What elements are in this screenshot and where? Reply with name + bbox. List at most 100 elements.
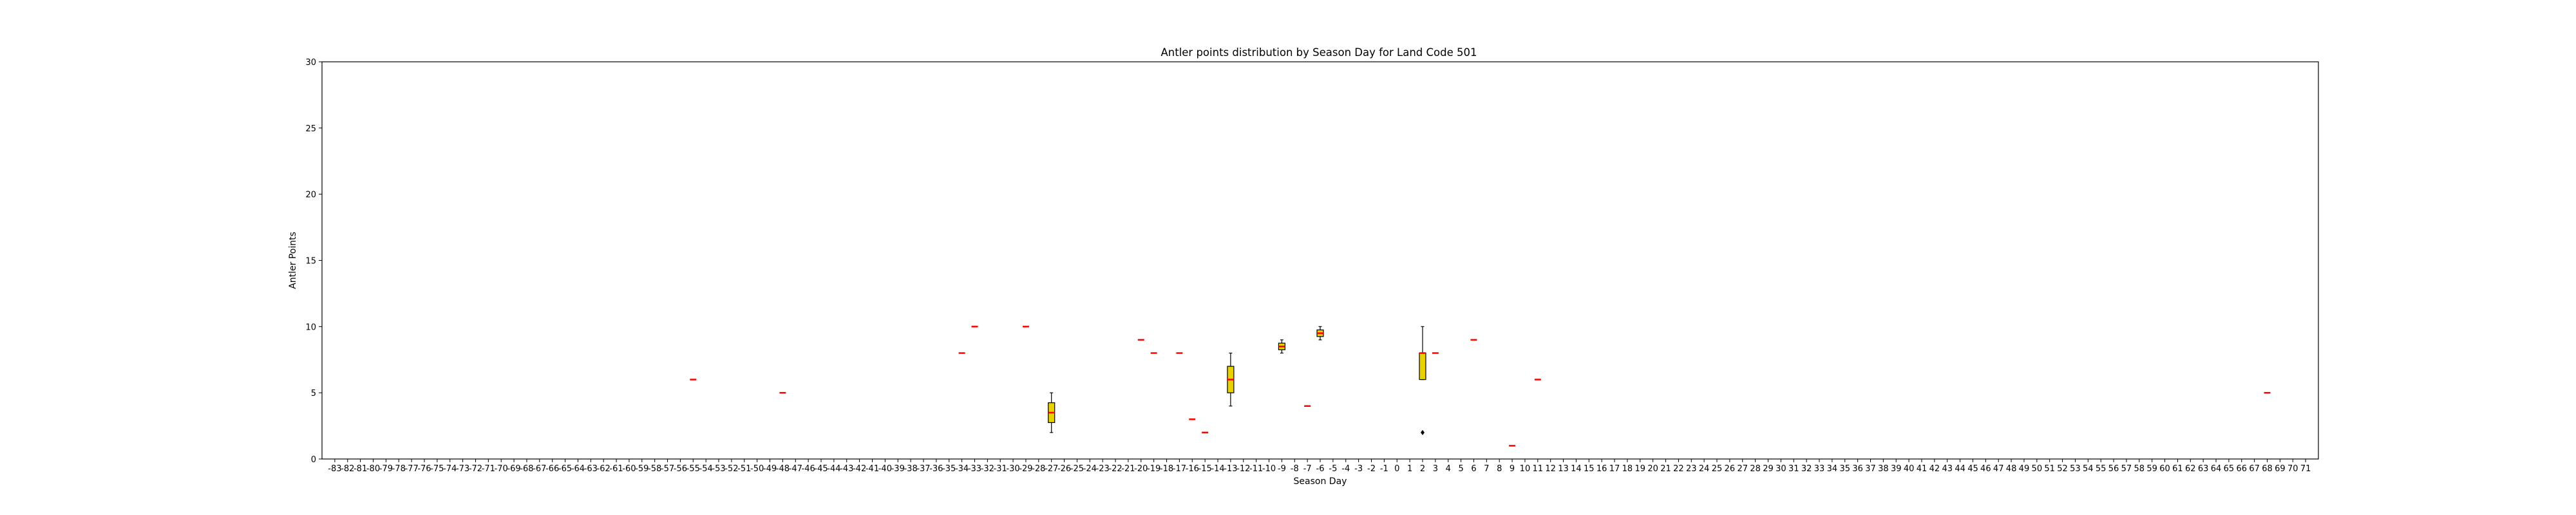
x-tick-label: -41 — [866, 464, 879, 474]
outlier-point — [1420, 429, 1425, 435]
x-tick-label: -47 — [789, 464, 802, 474]
x-tick-label: -23 — [1096, 464, 1110, 474]
chart-title: Antler points distribution by Season Day… — [1160, 46, 1477, 59]
x-tick-label: -3 — [1354, 464, 1363, 474]
x-tick-label: -72 — [469, 464, 482, 474]
x-tick-label: 38 — [1878, 464, 1889, 474]
x-tick-label: -39 — [891, 464, 905, 474]
x-tick-label: 63 — [2198, 464, 2209, 474]
y-tick-label: 10 — [305, 323, 316, 332]
x-tick-label: -66 — [545, 464, 559, 474]
x-tick-label: 46 — [1980, 464, 1991, 474]
x-tick-label: 58 — [2134, 464, 2145, 474]
x-tick-label: 50 — [2032, 464, 2043, 474]
y-axis: 0 5 10 15 20 25 30 — [305, 58, 322, 465]
x-tick-label: 65 — [2224, 464, 2235, 474]
x-tick-label: -70 — [495, 464, 508, 474]
x-tick-label: -51 — [737, 464, 751, 474]
x-tick-label: -35 — [942, 464, 956, 474]
x-tick-label: 69 — [2275, 464, 2286, 474]
x-tick-label: 39 — [1891, 464, 1902, 474]
x-tick-label: -1 — [1380, 464, 1388, 474]
x-tick-label: 25 — [1712, 464, 1723, 474]
x-tick-label: -82 — [341, 464, 354, 474]
x-tick-label: 61 — [2172, 464, 2183, 474]
x-tick-label: 27 — [1737, 464, 1748, 474]
x-tick-label: -28 — [1032, 464, 1045, 474]
x-tick-label: 45 — [1967, 464, 1978, 474]
box-day--13 — [1227, 352, 1235, 407]
x-tick-label: -16 — [1186, 464, 1199, 474]
x-tick-label: -75 — [430, 464, 444, 474]
x-tick-label: -63 — [584, 464, 598, 474]
x-tick-label: 9 — [1510, 464, 1515, 474]
x-tick-label: -11 — [1249, 464, 1263, 474]
x-tick-label: -83 — [328, 464, 341, 474]
x-tick-label: -36 — [929, 464, 943, 474]
x-tick-label: -79 — [379, 464, 393, 474]
x-tick-label: 55 — [2096, 464, 2107, 474]
x-tick-label: 49 — [2019, 464, 2030, 474]
x-tick-label: -76 — [417, 464, 431, 474]
x-tick-label: 57 — [2121, 464, 2132, 474]
x-tick-label: -59 — [635, 464, 649, 474]
x-tick-label: 68 — [2262, 464, 2273, 474]
x-tick-label: 52 — [2057, 464, 2068, 474]
x-tick-label: -80 — [366, 464, 380, 474]
x-tick-label: 41 — [1917, 464, 1927, 474]
x-tick-label: -67 — [533, 464, 546, 474]
x-tick-label: -38 — [904, 464, 917, 474]
x-tick-label: 62 — [2185, 464, 2196, 474]
x-tick-label: -9 — [1278, 464, 1286, 474]
x-tick-label: -73 — [456, 464, 469, 474]
x-tick-label: -15 — [1198, 464, 1212, 474]
x-tick-label: -31 — [994, 464, 1007, 474]
x-tick-label: 51 — [2044, 464, 2055, 474]
x-tick-label: -43 — [840, 464, 853, 474]
box-series — [690, 326, 2271, 447]
x-tick-label: -2 — [1367, 464, 1376, 474]
x-tick-label: 60 — [2159, 464, 2170, 474]
x-tick-label: -64 — [571, 464, 585, 474]
x-tick-label: -25 — [1070, 464, 1084, 474]
x-tick-label: -74 — [443, 464, 457, 474]
x-tick-label: -49 — [763, 464, 777, 474]
iqr-box — [1419, 352, 1426, 380]
x-axis-label: Season Day — [1294, 476, 1347, 487]
x-tick-label: -18 — [1160, 464, 1173, 474]
x-tick-label: 32 — [1801, 464, 1812, 474]
x-tick-label: 0 — [1394, 464, 1399, 474]
x-tick-label: 67 — [2249, 464, 2260, 474]
x-tick-label: 17 — [1609, 464, 1620, 474]
x-tick-label: 30 — [1776, 464, 1786, 474]
x-tick-label: 59 — [2146, 464, 2157, 474]
x-tick-label: 5 — [1458, 464, 1463, 474]
x-tick-label: 8 — [1497, 464, 1502, 474]
x-tick-label: -60 — [622, 464, 636, 474]
x-tick-label: 56 — [2108, 464, 2119, 474]
x-tick-label: 43 — [1942, 464, 1953, 474]
x-tick-label: 23 — [1686, 464, 1697, 474]
x-tick-label: 29 — [1763, 464, 1774, 474]
x-tick-label: 28 — [1750, 464, 1761, 474]
x-tick-label: -19 — [1147, 464, 1160, 474]
x-tick-label: 71 — [2300, 464, 2311, 474]
x-tick-label: 48 — [2006, 464, 2017, 474]
x-tick-label: -4 — [1341, 464, 1350, 474]
box-day--6 — [1316, 326, 1324, 341]
x-tick-label: -52 — [724, 464, 738, 474]
x-tick-label: -81 — [354, 464, 367, 474]
x-tick-label: -53 — [712, 464, 725, 474]
x-tick-label: -58 — [648, 464, 661, 474]
x-tick-label: -6 — [1316, 464, 1325, 474]
x-tick-label: 40 — [1904, 464, 1915, 474]
x-tick-label: 21 — [1660, 464, 1671, 474]
x-tick-label: 14 — [1571, 464, 1582, 474]
x-tick-label: -22 — [1108, 464, 1122, 474]
x-tick-label: 44 — [1955, 464, 1965, 474]
x-tick-label: -48 — [776, 464, 790, 474]
box-day-2 — [1419, 326, 1426, 435]
x-tick-label: 18 — [1622, 464, 1633, 474]
x-tick-label: -20 — [1134, 464, 1148, 474]
